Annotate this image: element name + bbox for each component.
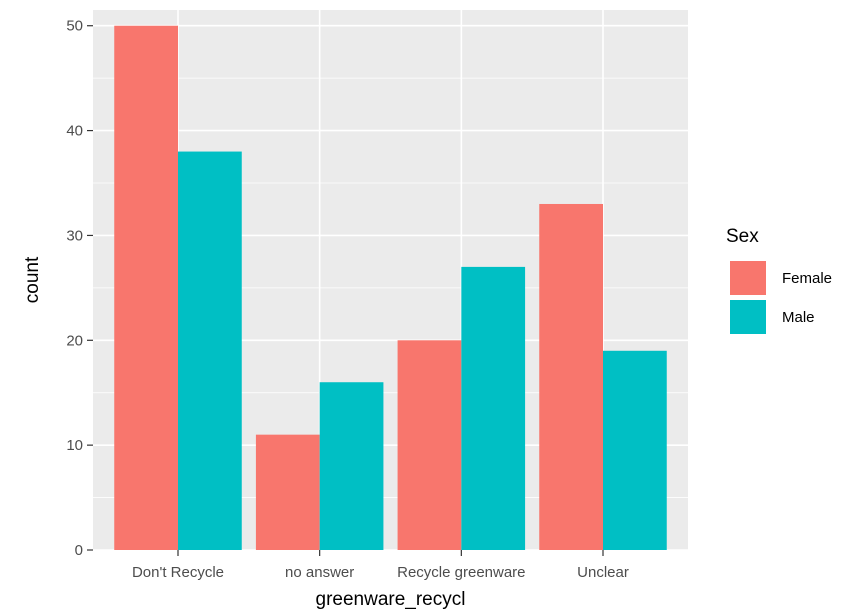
- y-tick-label: 10: [66, 437, 83, 454]
- y-tick-label: 0: [75, 542, 83, 559]
- x-tick-label: Don't Recycle: [132, 564, 224, 581]
- bar-male: [461, 266, 526, 550]
- x-axis-title: greenware_recycl: [316, 589, 466, 610]
- bar-female: [397, 340, 462, 550]
- legend-title: Sex: [726, 226, 759, 247]
- y-axis: 0 10 20 30 40 50: [66, 18, 93, 559]
- x-axis: Don't Recycle no answer Recycle greenware U…: [132, 550, 629, 581]
- legend-key-male: [730, 300, 766, 334]
- x-tick-label: Recycle greenware: [397, 564, 525, 581]
- legend-label-female: Female: [782, 270, 832, 287]
- x-tick-label: Unclear: [577, 564, 629, 581]
- legend-label-male: Male: [782, 309, 815, 326]
- bar-male: [319, 382, 384, 550]
- y-tick-label: 30: [66, 227, 83, 244]
- bar-female: [539, 203, 603, 550]
- bars: [114, 25, 667, 551]
- x-tick-label: no answer: [285, 564, 354, 581]
- y-tick-label: 50: [66, 18, 83, 35]
- legend: Sex Female Male: [726, 226, 832, 334]
- bar-male: [603, 350, 667, 550]
- y-axis-title: count: [22, 256, 43, 303]
- bar-female: [255, 434, 320, 550]
- legend-key-female: [730, 261, 766, 295]
- y-tick-label: 40: [66, 123, 83, 140]
- y-tick-label: 20: [66, 332, 83, 349]
- bar-female: [114, 25, 178, 551]
- bar-male: [178, 151, 242, 550]
